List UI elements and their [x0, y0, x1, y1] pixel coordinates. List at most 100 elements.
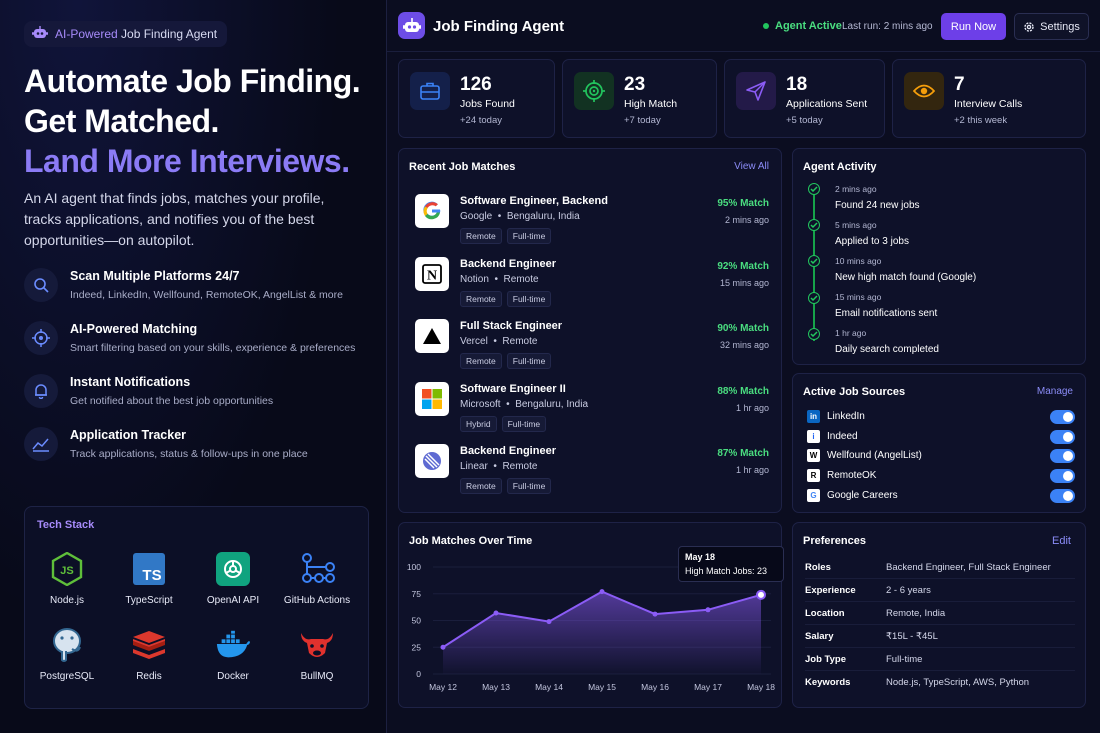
recent-job-matches-card: Recent Job Matches View All Software Eng… [398, 148, 782, 513]
stat-label: Jobs Found [460, 98, 515, 110]
toggle-linkedin[interactable] [1050, 410, 1075, 424]
badge-highlight: AI-Powered [55, 27, 118, 41]
toggle-indeed[interactable] [1050, 430, 1075, 444]
indeed-icon: i [807, 430, 820, 443]
manage-link[interactable]: Manage [1036, 386, 1073, 397]
chart-point[interactable] [493, 610, 499, 616]
activity-time: 5 mins ago [835, 220, 877, 230]
run-now-button[interactable]: Run Now [941, 13, 1006, 40]
hero-badge: AI-Powered Job Finding Agent [24, 21, 228, 47]
chart-point[interactable] [599, 589, 605, 595]
job-company: Google • Bengaluru, India [460, 211, 580, 222]
linkedin-icon: in [807, 410, 820, 423]
chart-icon [24, 427, 58, 461]
activity-text: Daily search completed [835, 344, 939, 355]
headline-line1: Automate Job Finding. Get Matched. [24, 63, 361, 139]
tech-label: OpenAI API [206, 595, 260, 606]
feature-title: AI-Powered Matching [70, 322, 198, 336]
feature-title: Application Tracker [70, 428, 187, 442]
tech-label: Redis [136, 671, 162, 682]
x-tick-label: May 13 [482, 682, 510, 692]
feature-subtitle: Smart filtering based on your skills, ex… [70, 342, 356, 354]
check-icon [808, 219, 820, 231]
gear-icon [1024, 21, 1034, 32]
job-title: Software Engineer II [460, 383, 566, 395]
x-tick-label: May 15 [588, 682, 616, 692]
dashboard-panel: Job Finding Agent Agent Active Last run:… [386, 0, 1100, 733]
hero-panel: AI-Powered Job Finding Agent Automate Jo… [0, 0, 386, 733]
chart-area-fill [443, 591, 761, 674]
feature-notifications: Instant Notifications Get notified about … [24, 374, 273, 408]
job-tag: Full-time [506, 478, 552, 494]
stat-sub: +5 today [786, 115, 823, 126]
job-item[interactable]: Software Engineer, Backend Google • Beng… [409, 194, 769, 250]
github-actions-icon [299, 551, 335, 587]
job-time: 32 mins ago [719, 340, 769, 350]
match-score: 90% Match [717, 323, 769, 334]
y-tick-label: 50 [412, 616, 422, 626]
stat-high-match[interactable]: 23 High Match +7 today [562, 59, 717, 138]
activity-item: 10 mins ago New high match found (Google) [835, 256, 1035, 283]
tech-openai: OpenAI API [193, 551, 273, 606]
settings-button[interactable]: Settings [1014, 13, 1089, 40]
job-title: Full Stack Engineer [460, 320, 563, 332]
match-score: 92% Match [717, 261, 769, 272]
job-time: 1 hr ago [735, 403, 769, 413]
svg-text:JS: JS [60, 565, 73, 577]
last-run: Last run: 2 mins ago [842, 21, 933, 32]
chart-point[interactable] [440, 644, 446, 650]
activity-time: 1 hr ago [835, 328, 867, 338]
job-tag: Full-time [506, 228, 552, 244]
x-tick-label: May 18 [747, 682, 775, 692]
source-name: RemoteOK [827, 470, 877, 481]
card-title: Active Job Sources [803, 386, 906, 398]
tech-stack-card: Tech Stack JS Node.js TS TypeScript Open… [24, 506, 369, 709]
job-item[interactable]: Full Stack Engineer Vercel • Remote Remo… [409, 319, 769, 375]
y-tick-label: 100 [407, 562, 421, 572]
activity-item: 5 mins ago Applied to 3 jobs [835, 220, 1035, 247]
stat-jobs-found[interactable]: 126 Jobs Found +24 today [398, 59, 555, 138]
check-icon [808, 255, 820, 267]
edit-link[interactable]: Edit [1052, 535, 1071, 547]
chart-point[interactable] [546, 619, 552, 625]
source-name: LinkedIn [827, 411, 865, 422]
activity-item: 2 mins ago Found 24 new jobs [835, 184, 1035, 211]
remoteok-icon: R [807, 469, 820, 482]
job-tag: Remote [460, 228, 502, 244]
toggle-google-careers[interactable] [1050, 489, 1075, 503]
pref-row-keywords: Keywords Node.js, TypeScript, AWS, Python [805, 677, 1030, 688]
stat-applications-sent[interactable]: 18 Applications Sent +5 today [724, 59, 885, 138]
job-title: Backend Engineer [460, 258, 556, 270]
x-tick-label: May 16 [641, 682, 669, 692]
job-tag: Remote [460, 291, 502, 307]
match-score: 87% Match [717, 448, 769, 459]
stat-sub: +24 today [460, 115, 502, 126]
agent-status: Agent Active [763, 20, 842, 32]
target-icon [24, 321, 58, 355]
job-tag: Remote [460, 353, 502, 369]
job-item[interactable]: Software Engineer II Microsoft • Bengalu… [409, 382, 769, 438]
briefcase-icon [410, 72, 450, 110]
stat-interview-calls[interactable]: 7 Interview Calls +2 this week [892, 59, 1086, 138]
toggle-remoteok[interactable] [1050, 469, 1075, 483]
job-item[interactable]: N Backend Engineer Notion • Remote Remot… [409, 257, 769, 313]
tech-stack-title: Tech Stack [37, 519, 95, 531]
stat-value: 126 [460, 74, 492, 95]
chart-point[interactable] [756, 589, 766, 600]
search-icon [24, 268, 58, 302]
hero-description: An AI agent that finds jobs, matches you… [24, 190, 325, 248]
source-name: Indeed [827, 431, 858, 442]
card-title: Preferences [803, 535, 866, 547]
chart-point[interactable] [652, 611, 658, 617]
job-title: Software Engineer, Backend [460, 195, 608, 207]
check-icon [808, 292, 820, 304]
match-score: 88% Match [717, 386, 769, 397]
feature-subtitle: Track applications, status & follow-ups … [70, 448, 308, 460]
postgresql-icon [49, 627, 85, 663]
match-score: 95% Match [717, 198, 769, 209]
toggle-wellfound[interactable] [1050, 449, 1075, 463]
activity-time: 2 mins ago [835, 184, 877, 194]
view-all-link[interactable]: View All [734, 161, 769, 172]
job-item[interactable]: Backend Engineer Linear • Remote Remote F… [409, 444, 769, 500]
chart-point[interactable] [705, 607, 711, 613]
